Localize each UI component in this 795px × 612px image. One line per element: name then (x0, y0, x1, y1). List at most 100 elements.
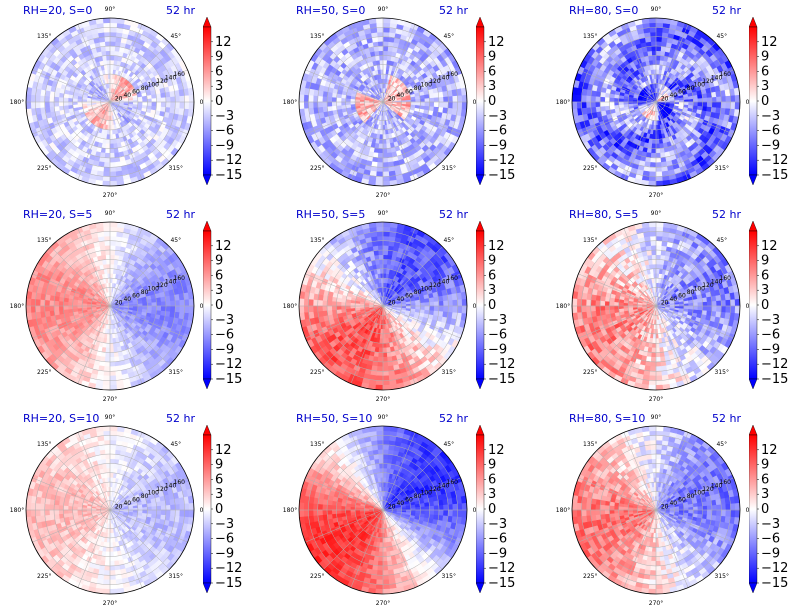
field-cell (340, 98, 347, 103)
grid-spoke (382, 101, 443, 162)
field-cell (30, 305, 36, 314)
angle-tick-label: 180° (556, 99, 570, 106)
colorbar-tick-label: 12 (761, 35, 778, 50)
radial-tick-label: 120 (156, 78, 168, 85)
field-cell (683, 101, 689, 106)
field-cell (655, 148, 661, 154)
colorbar-tick-label: −6 (488, 124, 507, 139)
field-cell (77, 98, 83, 103)
field-cell (655, 64, 660, 70)
field-cell (649, 27, 657, 33)
field-cell (156, 301, 162, 307)
angle-tick-label: 270° (376, 192, 390, 199)
field-cell (674, 101, 680, 105)
field-cell (174, 95, 181, 103)
field-cell (109, 226, 118, 232)
field-cell (377, 41, 384, 47)
field-cell (109, 148, 115, 154)
field-cell (109, 41, 116, 47)
field-cell (581, 95, 587, 103)
colorbar-extend-max (476, 17, 485, 28)
field-cell (650, 41, 657, 47)
field-cell (702, 97, 708, 103)
radial-tick-label: 160 (720, 71, 732, 78)
field-cell (104, 36, 111, 42)
field-cell (44, 300, 50, 307)
field-cell (107, 120, 111, 126)
field-cell (419, 105, 426, 110)
field-cell (49, 101, 55, 108)
field-cell (63, 305, 69, 311)
field-cell (67, 94, 74, 99)
field-cell (581, 101, 587, 109)
field-cell (382, 166, 390, 173)
grid-spoke (655, 101, 716, 162)
field-cell (170, 300, 176, 307)
field-cell (692, 105, 699, 110)
field-cell (382, 143, 388, 149)
field-cell (711, 96, 717, 103)
field-cell (725, 95, 731, 103)
field-cell (179, 299, 185, 307)
grid-spoke (32, 101, 111, 135)
colorbar-tick-label: 0 (761, 94, 769, 109)
field-cell (109, 277, 113, 284)
grid-spoke (655, 24, 689, 103)
field-cell (599, 96, 606, 103)
field-cell (331, 101, 337, 107)
panel-time-label: 52 hr (166, 4, 195, 17)
field-cell (377, 162, 384, 168)
field-cell (102, 226, 111, 232)
field-cell (655, 36, 662, 42)
field-cell (386, 59, 391, 66)
field-cell (376, 166, 384, 173)
colorbar-tick-label: −15 (215, 168, 242, 183)
field-cell (655, 157, 662, 163)
panel-title: RH=20, S=5 (23, 208, 93, 221)
field-cell (401, 101, 407, 105)
colorbar-tick-label: −12 (488, 153, 515, 168)
grid-spoke (382, 42, 443, 103)
field-cell (375, 22, 384, 28)
field-cell (299, 101, 305, 110)
grid-spoke (596, 101, 657, 162)
field-cell (109, 45, 116, 52)
field-cell (109, 231, 117, 237)
field-cell (308, 95, 314, 103)
field-cell (160, 96, 167, 103)
field-cell (655, 22, 664, 28)
field-cell (599, 101, 606, 108)
field-cell (58, 97, 64, 103)
grid-spoke (655, 101, 734, 135)
colorbar-tick-label: 9 (215, 50, 223, 65)
field-cell (58, 101, 64, 107)
field-cell (63, 301, 69, 307)
colorbar-tick-label: 6 (488, 64, 496, 79)
field-cell (379, 138, 384, 145)
field-cell (340, 94, 347, 99)
colorbar-tick-label: 6 (215, 64, 223, 79)
angle-tick-label: 270° (103, 192, 117, 199)
colorbar-tick-label: −12 (761, 153, 788, 168)
field-cell (109, 157, 116, 163)
field-cell (461, 94, 467, 103)
field-cell (317, 101, 323, 108)
grid-spoke (578, 69, 657, 103)
angle-tick-label: 90° (105, 6, 116, 13)
angle-tick-label: 135° (37, 33, 51, 40)
field-cell (104, 162, 111, 168)
colorbar-tick-label: 3 (488, 79, 496, 94)
radial-tick-label: 100 (421, 82, 433, 89)
polar-plot: 0°45°90°135°180°225°270°315°204060801001… (556, 6, 753, 199)
angle-tick-label: 180° (10, 99, 24, 106)
field-cell (67, 298, 74, 303)
radial-tick-label: 120 (429, 78, 441, 85)
field-cell (39, 299, 46, 307)
colorbar-extend-min (749, 174, 758, 186)
colorbar-gradient (203, 26, 212, 176)
field-cell (650, 152, 657, 159)
field-cell (678, 101, 685, 105)
field-cell (374, 143, 380, 149)
field-cell (655, 31, 663, 38)
